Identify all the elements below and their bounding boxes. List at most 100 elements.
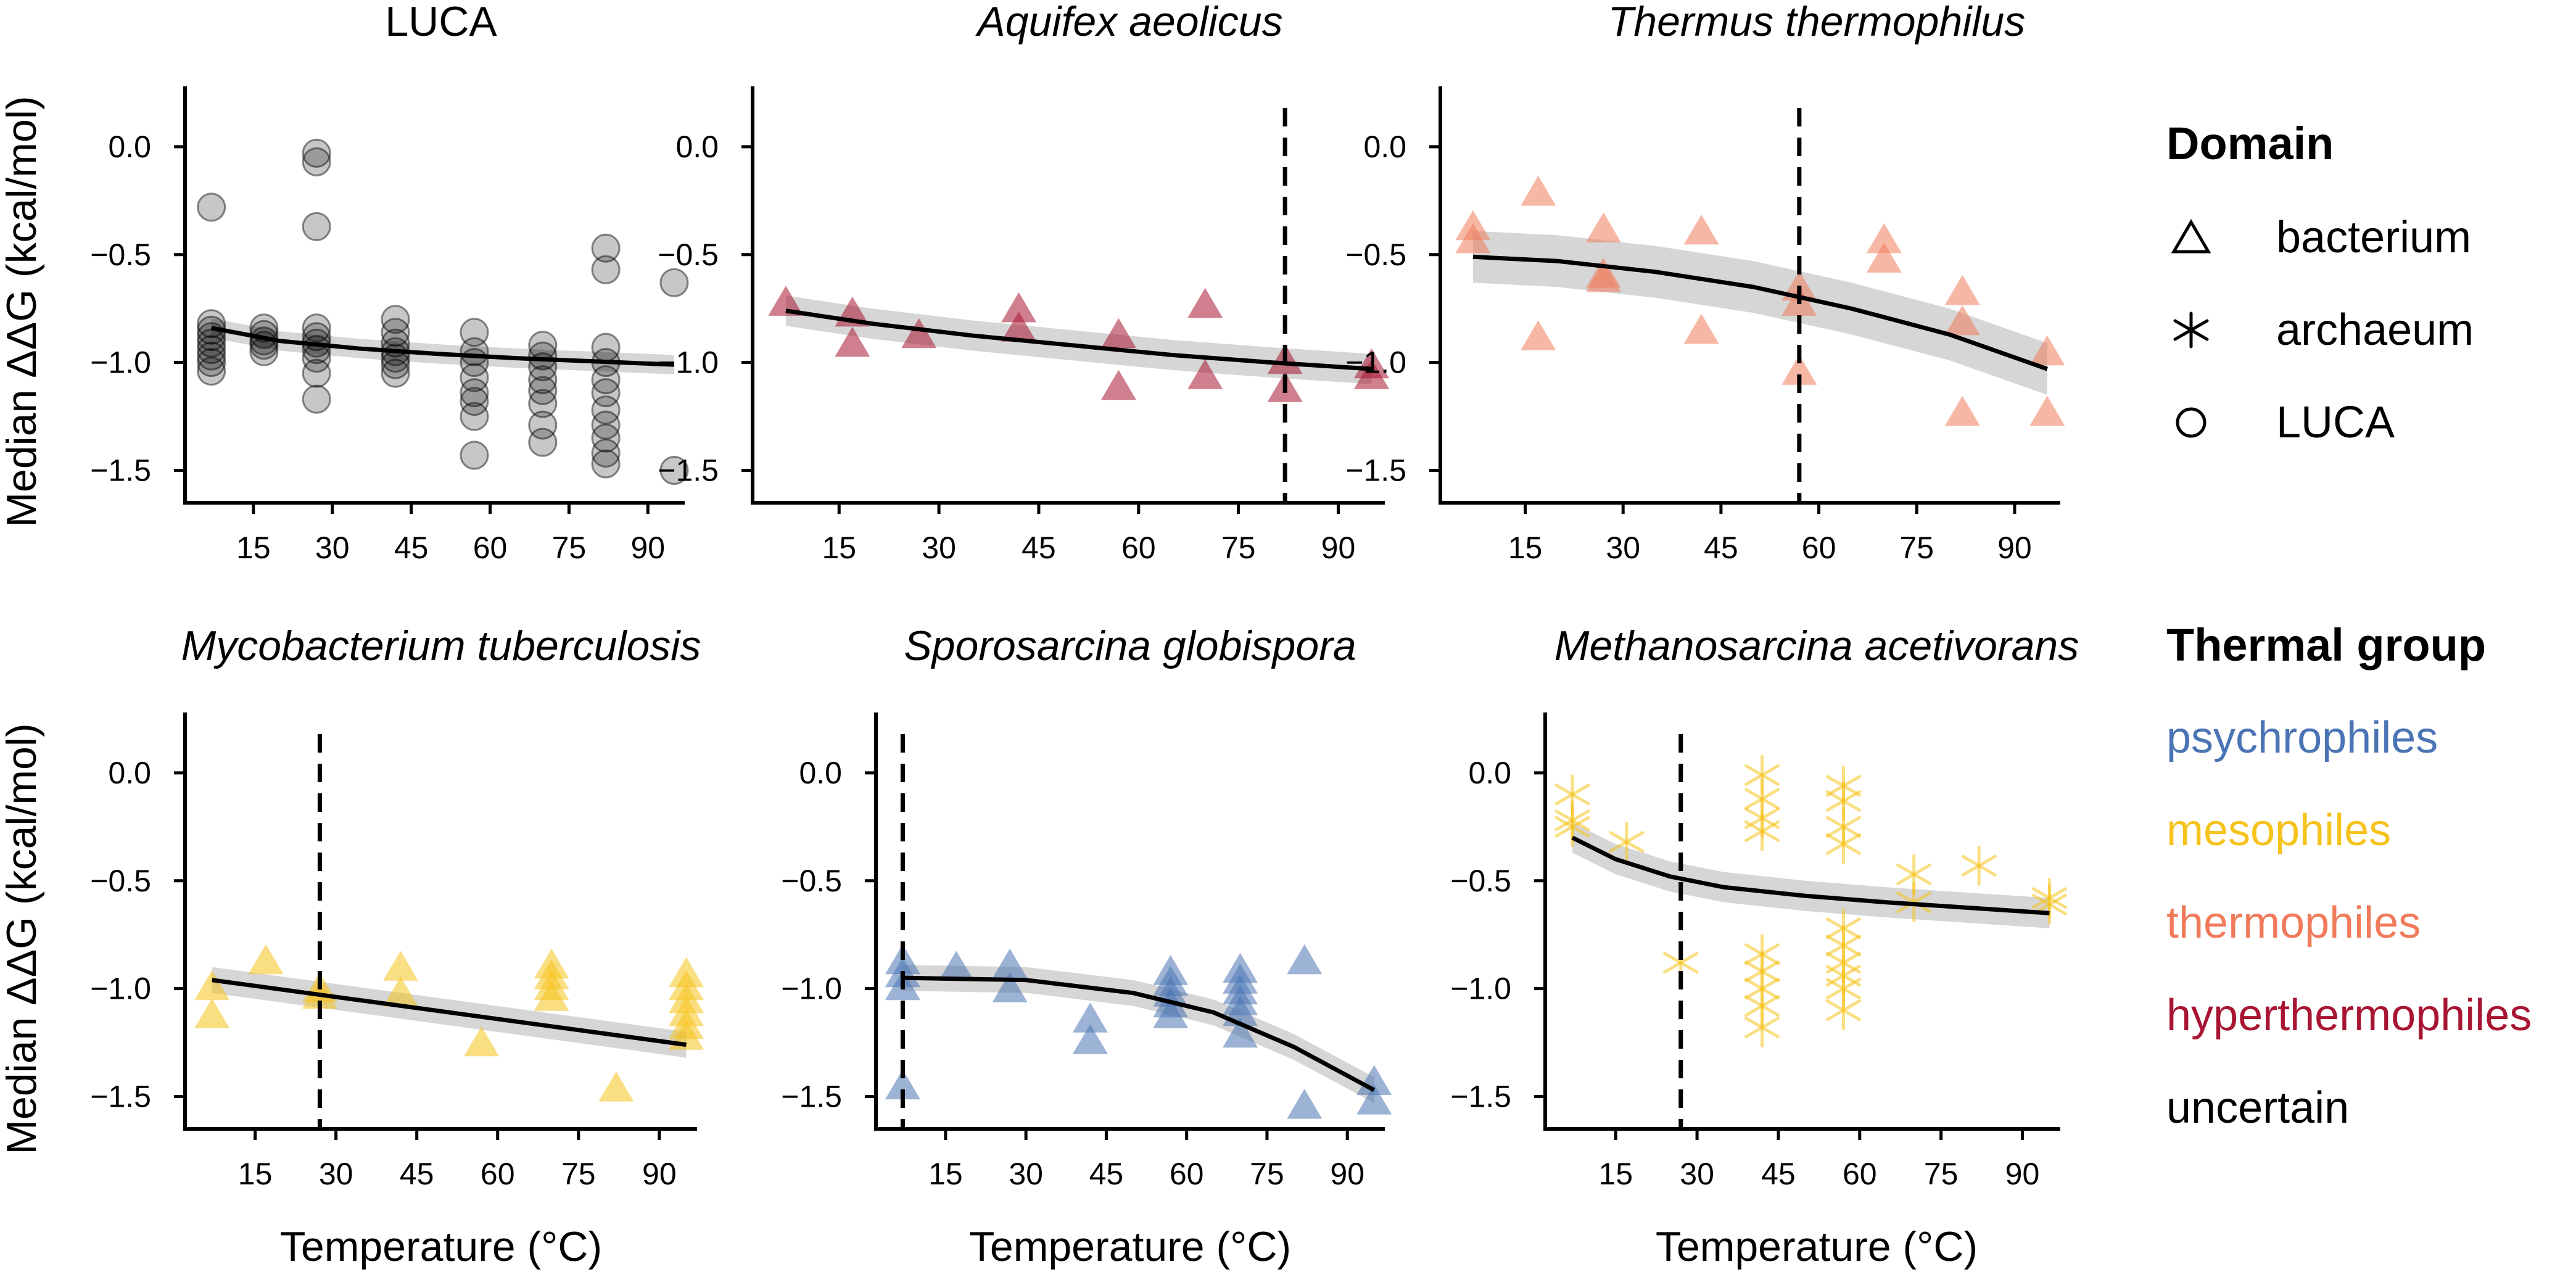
x-tick-label: 90 [631,531,666,565]
y-axis-label-top-row: Median ΔΔG (kcal/mol) [0,96,45,527]
x-tick-label: 15 [928,1157,963,1191]
data-point [460,337,489,366]
legend-group-thermophiles: thermophiles [2166,898,2421,948]
trend-line [902,975,1376,1092]
panel-3: Thermus thermophilus 0.0 −0.5 −1.0 −1.5 15 30 4… [1345,0,2065,565]
trend-line [1571,835,2050,915]
data-point [1001,292,1037,323]
x-tick-label: 60 [473,531,508,565]
data-point [885,1069,920,1100]
data-point [1744,811,1780,851]
confidence-band [902,965,1374,1104]
data-point [1455,223,1491,254]
y-tick-label: −1.5 [781,1080,842,1114]
x-tick-label: 45 [400,1157,434,1191]
y-tick-label: 0.0 [799,756,842,790]
data-point [1683,214,1719,245]
panel-title: Sporosarcina globispora [904,622,1356,669]
x-tick-label: 90 [1330,1157,1364,1191]
legend: Domain bacterium archaeum LUCA Thermal g… [2159,0,2576,1272]
x-axis-label-right: Temperature (°C) [1656,1223,1978,1270]
trend-line [212,978,687,1047]
data-point [528,376,558,405]
circle-icon [2176,407,2207,438]
triangle-icon [2171,219,2211,254]
data-point [2029,335,2065,366]
y-tick-label: −1.0 [658,345,719,380]
data-point [464,1026,500,1057]
data-point [381,318,410,347]
legend-label-archaeum: archaeum [2276,305,2474,355]
data-point [1585,262,1621,292]
panel-4: Mycobacterium tuberculosis 0.0 −0.5 −1.0 −1.… [90,622,704,1191]
x-tick-label: 90 [1997,531,2032,565]
x-tick-label: 15 [1508,531,1543,565]
x-tick-label: 75 [1924,1157,1959,1191]
y-tick-label: 0.0 [108,756,151,790]
data-point [197,192,226,222]
data-point [302,313,331,343]
data-point [659,456,689,485]
data-point [381,305,410,334]
x-tick-label: 90 [1321,531,1356,565]
legend-item-luca: LUCA [2159,395,2566,450]
data-point [591,255,621,284]
y-tick-label: 0.0 [1363,130,1406,164]
data-point [1100,318,1136,349]
x-tick-label: 30 [319,1157,353,1191]
x-tick-label: 90 [2005,1157,2040,1191]
data-point [992,972,1028,1002]
x-tick-label: 15 [1598,1157,1633,1191]
panel-5: Sporosarcina globispora 0.0 −0.5 −1.0 −1.5 15… [781,622,1392,1191]
y-tick-label: −1.5 [1345,453,1406,488]
data-point [1521,175,1556,206]
data-point [302,358,331,388]
panel-title: Mycobacterium tuberculosis [181,622,701,669]
legend-label-bacterium: bacterium [2276,213,2472,262]
y-tick-label: −1.0 [1345,345,1406,380]
asterisk-icon [2173,312,2209,349]
data-point [768,286,804,316]
data-point [1944,305,1980,336]
data-point [1944,275,1980,305]
data-point [460,440,489,470]
x-tick-label: 30 [922,531,956,565]
legend-group-hyperthermophiles: hyperthermophiles [2166,991,2532,1040]
data-point [1187,287,1223,318]
data-point [591,410,621,440]
data-point [1961,845,1997,886]
data-point [1944,395,1980,426]
x-tick-label: 45 [1704,531,1738,565]
x-tick-label: 15 [236,531,271,565]
x-tick-label: 75 [552,531,587,565]
data-point [1353,359,1389,389]
y-tick-label: −0.5 [90,864,151,898]
data-point [381,358,410,388]
panel-title: Thermus thermophilus [1608,0,2025,45]
y-tick-label: −0.5 [90,237,151,272]
data-point [1001,312,1037,342]
data-point [1072,1002,1108,1033]
y-tick-label: −1.0 [1450,972,1511,1006]
y-tick-label: −1.5 [90,453,151,488]
x-tick-label: 75 [1250,1157,1284,1191]
legend-group-uncertain: uncertain [2166,1083,2350,1133]
data-point [460,387,489,416]
x-tick-label: 60 [1843,1157,1877,1191]
data-point [1744,1007,1780,1048]
x-tick-label: 15 [822,531,856,565]
y-tick-label: −1.0 [90,972,151,1006]
data-point [194,970,230,1001]
panel-2: Aquifex aeolicus 0.0 −0.5 −1.0 −1.5 15 30 45 60 7… [658,0,1389,565]
data-point [1825,990,1862,1031]
data-point [528,365,558,395]
data-point [302,384,331,414]
data-point [1585,212,1621,242]
confidence-band [785,295,1372,384]
data-point [598,1072,634,1102]
data-point [248,944,284,975]
data-point [528,410,558,440]
data-point [534,981,569,1011]
x-axis-label-left: Temperature (°C) [280,1223,602,1270]
data-point [901,318,937,349]
